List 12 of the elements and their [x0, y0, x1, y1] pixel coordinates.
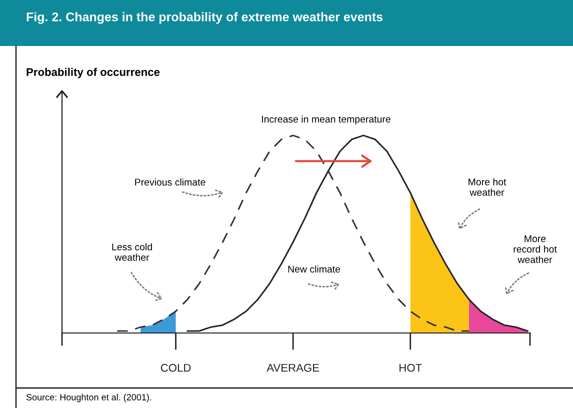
x-tick-label: COLD	[160, 364, 191, 372]
text: Increase in mean temperature	[262, 115, 390, 125]
annotation: Previous climate	[135, 178, 206, 186]
source-note: Source: Houghton et al. (2001).	[26, 394, 152, 402]
text: Probability of occurrence	[26, 68, 160, 78]
annotation: More hot weather	[468, 178, 506, 196]
annotation: Less cold weather	[112, 243, 152, 261]
x-tick-label: HOT	[400, 364, 422, 372]
x-tick-label: AVERAGE	[266, 364, 320, 372]
chart-title: Fig. 2. Changes in the probability of extreme weather events	[26, 12, 383, 24]
annotation: New climate	[288, 265, 340, 273]
annotation: More record hot weather	[514, 235, 557, 264]
